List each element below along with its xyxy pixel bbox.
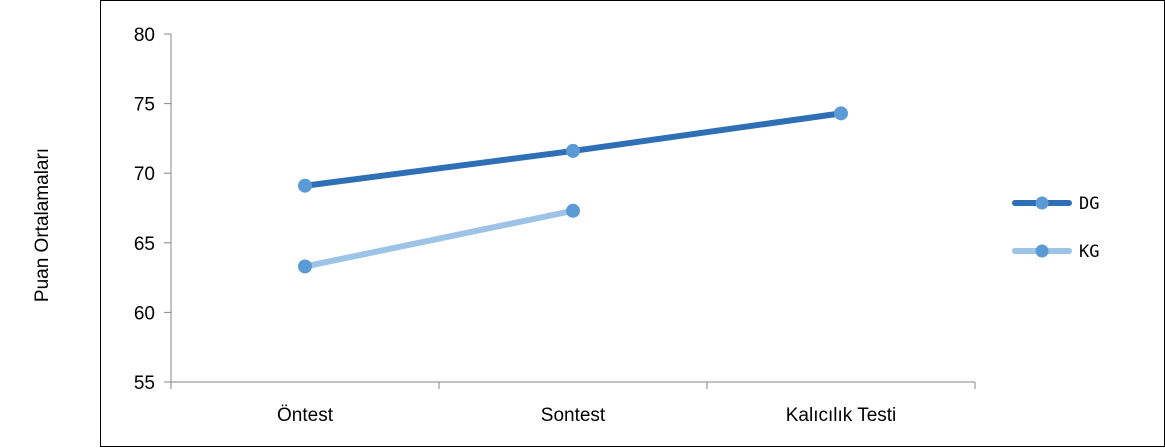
data-point [834, 106, 848, 121]
legend-label: KG [1079, 242, 1099, 262]
x-tick-label: Öntest [277, 405, 334, 426]
legend-item-kg: KG [1012, 242, 1099, 262]
legend: DG KG [1012, 194, 1099, 262]
data-point [566, 143, 580, 158]
y-tick-label: 55 [134, 373, 155, 394]
axes: 55 60 65 70 75 80 Öntest Sontest Kalıcılık Testi [134, 25, 976, 426]
x-tick-label: Sontest [541, 405, 606, 426]
x-tick-label: Kalıcılık Testi [786, 405, 897, 426]
series-layer [298, 106, 848, 274]
y-tick-label: 80 [134, 25, 155, 46]
data-point [298, 178, 312, 193]
y-tick-label: 60 [134, 303, 155, 324]
data-point [566, 203, 580, 218]
y-tick-label: 65 [134, 234, 155, 255]
legend-swatch-marker [1035, 244, 1049, 258]
data-point [298, 259, 312, 274]
series-kg [298, 203, 580, 274]
y-tick-label: 70 [134, 164, 155, 185]
series-line-kg [302, 207, 576, 270]
legend-label: DG [1079, 194, 1099, 214]
chart-border [100, 0, 1165, 447]
y-axis-label: Puan Ortalamaları [32, 148, 53, 302]
legend-item-dg: DG [1012, 194, 1099, 214]
series-dg [298, 106, 848, 193]
y-tick-label: 75 [134, 95, 155, 116]
legend-swatch-marker [1035, 196, 1049, 210]
